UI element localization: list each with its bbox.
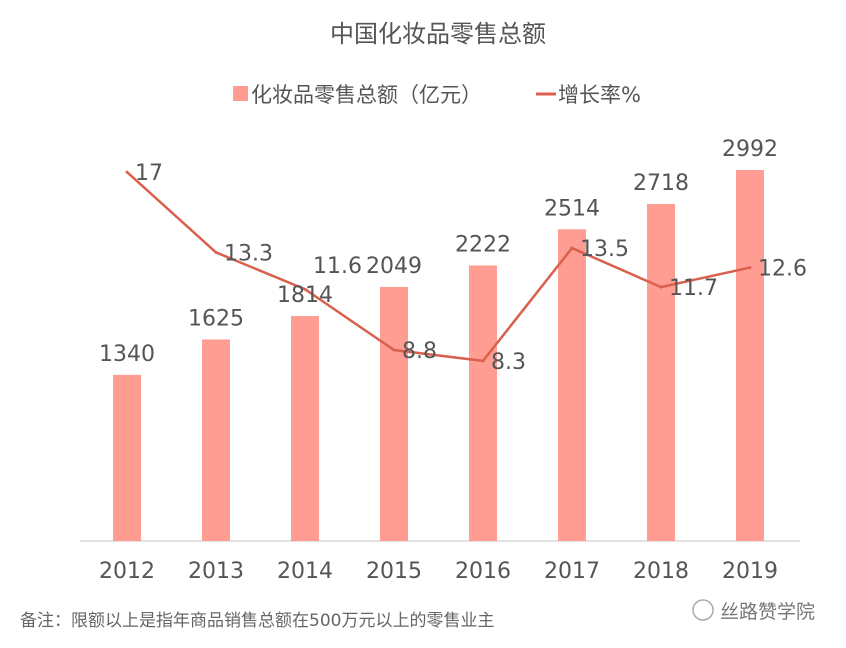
rate-value-label: 11.6 (313, 254, 362, 279)
bar-2019 (736, 169, 764, 541)
bar-value-label: 2514 (544, 196, 600, 221)
rate-value-label: 13.5 (580, 237, 629, 262)
x-tick-label: 2018 (633, 559, 689, 584)
x-tick-label: 2012 (99, 559, 155, 584)
rate-point-2014 (303, 287, 307, 291)
rate-value-label: 12.6 (758, 257, 807, 282)
rate-point-2018 (659, 285, 663, 289)
bar-value-label: 2049 (366, 254, 422, 279)
bar-value-label: 2718 (633, 171, 689, 196)
x-tick-label: 2017 (544, 559, 600, 584)
chart-title: 中国化妆品零售总额 (330, 20, 546, 48)
bar-2013 (202, 339, 230, 541)
bar-2017 (558, 229, 586, 541)
watermark-text: 丝路赞学院 (720, 601, 815, 623)
rate-value-label: 8.8 (402, 339, 437, 364)
x-tick-label: 2013 (188, 559, 244, 584)
rate-point-2016 (481, 359, 485, 363)
rate-point-2019 (748, 266, 752, 270)
rate-point-2015 (392, 348, 396, 352)
bar-value-label: 1814 (277, 283, 333, 308)
legend-bar-label: 化妆品零售总额（亿元） (251, 83, 482, 107)
x-tick-label: 2019 (722, 559, 778, 584)
rate-point-2017 (570, 246, 574, 250)
x-tick-label: 2014 (277, 559, 333, 584)
legend: 化妆品零售总额（亿元） 增长率% (233, 83, 641, 107)
x-tick-label: 2015 (366, 559, 422, 584)
legend-bar-swatch (233, 86, 248, 101)
rate-point-2013 (214, 250, 218, 254)
bar-value-label: 1340 (99, 342, 155, 367)
x-tick-label: 2016 (455, 559, 511, 584)
bar-2015 (380, 286, 408, 541)
bar-2016 (469, 265, 497, 541)
rate-value-label: 8.3 (491, 350, 526, 375)
bar-value-label: 1625 (188, 307, 244, 332)
rate-value-label: 11.7 (669, 276, 718, 301)
bar-2014 (291, 316, 319, 541)
bar-2018 (647, 203, 675, 541)
legend-line-label: 增长率% (558, 83, 641, 107)
rate-point-2012 (125, 170, 129, 174)
wechat-icon (692, 599, 714, 621)
watermark: 丝路赞学院 (692, 599, 815, 623)
bar-2012 (113, 374, 141, 541)
rate-value-label: 13.3 (224, 241, 273, 266)
growth-rate-line (126, 171, 751, 363)
bar-value-label: 2222 (455, 232, 511, 257)
bar-value-label: 2992 (722, 137, 778, 162)
rate-value-label: 17 (135, 161, 163, 186)
footer-note: 备注：限额以上是指年商品销售总额在500万元以上的零售业主 (20, 611, 494, 631)
